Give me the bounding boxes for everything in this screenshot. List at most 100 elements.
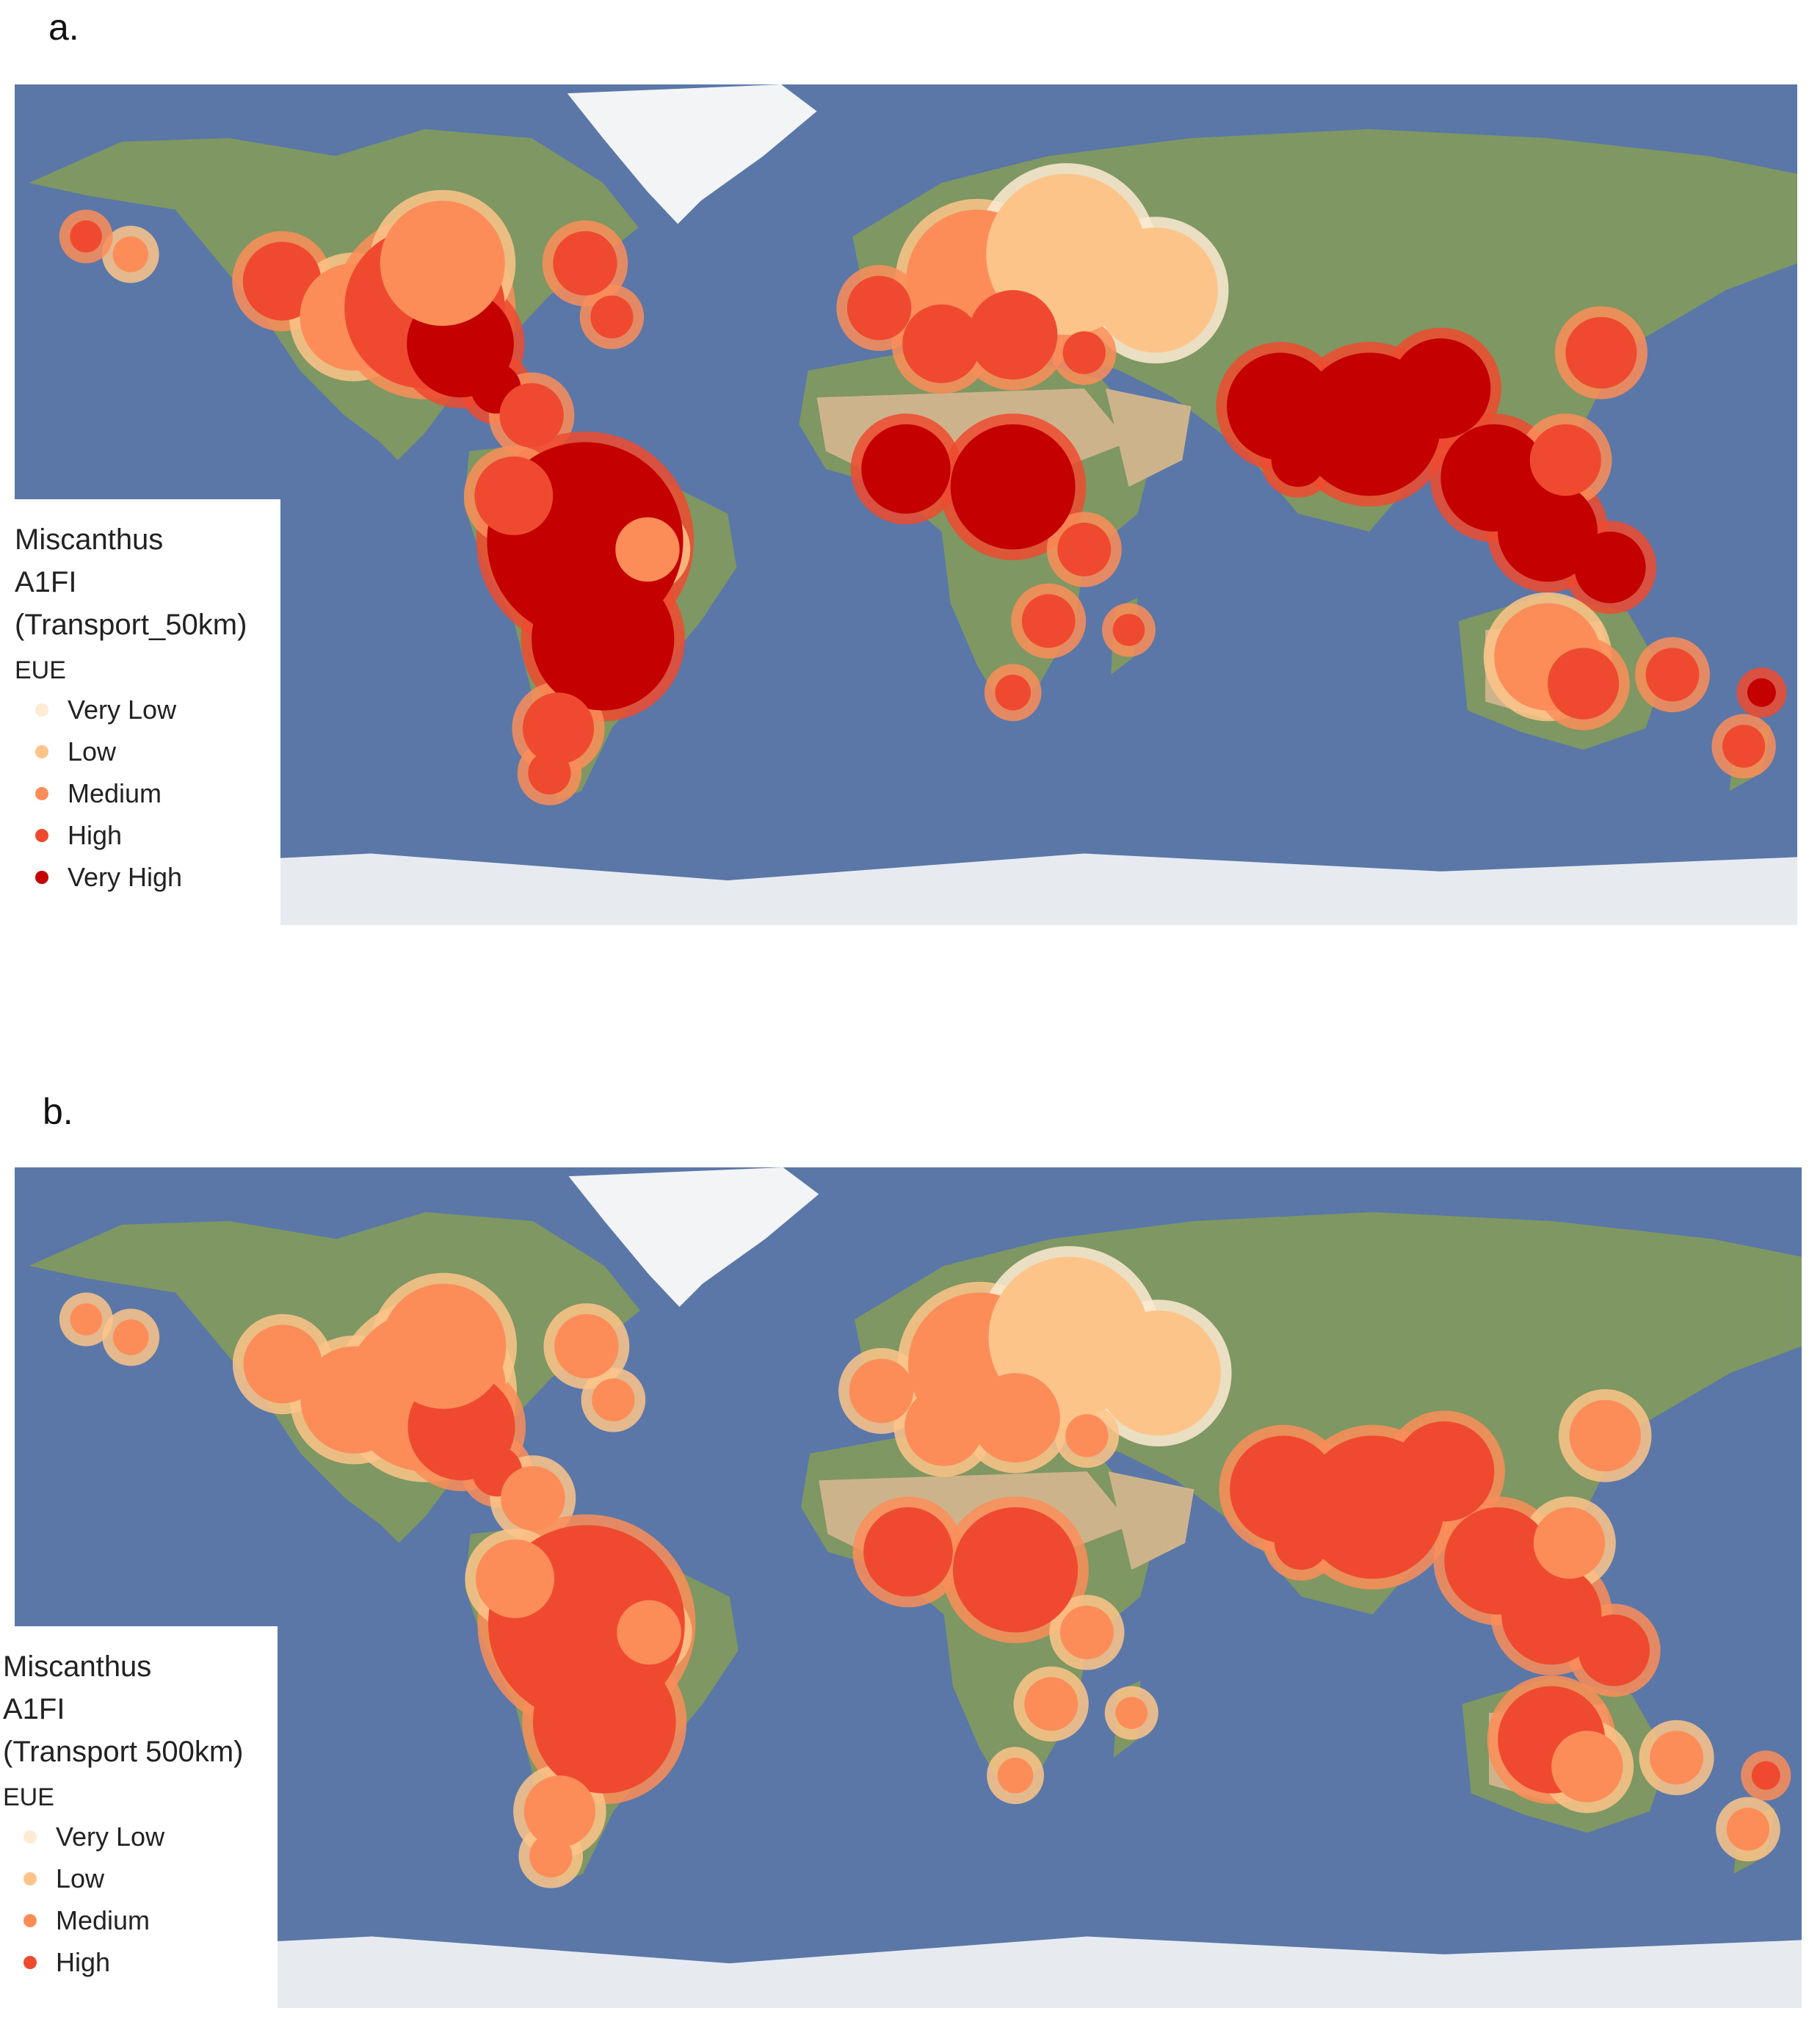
desert-region xyxy=(1108,1471,1194,1570)
eue-cluster xyxy=(1092,227,1218,353)
eue-cluster xyxy=(70,1303,103,1336)
eue-cluster xyxy=(528,751,571,795)
eue-cluster xyxy=(904,1387,984,1466)
legend-panel-a: Miscanthus A1FI (Transport_50km) EUE Ver… xyxy=(0,499,280,925)
eue-cluster xyxy=(1391,338,1491,439)
legend-swatch xyxy=(35,828,48,842)
eue-cluster xyxy=(1645,648,1700,702)
legend-title-1: Miscanthus xyxy=(15,523,164,556)
eue-cluster xyxy=(1551,1731,1623,1802)
legend-item: Medium xyxy=(3,1899,278,1941)
eue-cluster xyxy=(522,692,595,764)
legend-item: Low xyxy=(3,1858,278,1899)
eue-cluster xyxy=(474,456,554,535)
legend-item: Very Low xyxy=(15,689,280,731)
landmass-greenland xyxy=(567,84,817,225)
legend-swatch xyxy=(23,1913,37,1927)
panel-b-label: b. xyxy=(43,1091,73,1132)
legend-item-label: Low xyxy=(68,736,117,767)
eue-cluster xyxy=(997,1757,1034,1794)
map-panel-b xyxy=(15,1167,1802,2008)
eue-cluster xyxy=(501,1465,565,1531)
legend-swatch xyxy=(35,744,48,758)
legend-item-label: Very High xyxy=(68,861,183,892)
legend-item: High xyxy=(3,1941,278,1983)
eue-cluster xyxy=(112,236,149,272)
eue-cluster xyxy=(971,1373,1060,1463)
legend-item: Medium xyxy=(15,772,280,814)
legend-item: Very High xyxy=(15,856,280,898)
eue-cluster xyxy=(532,1650,676,1794)
legend-swatch xyxy=(23,1955,37,1969)
eue-cluster xyxy=(1227,352,1334,460)
legend-swatch xyxy=(35,703,48,717)
eue-cluster xyxy=(1650,1731,1704,1785)
eue-cluster xyxy=(592,1378,635,1421)
legend-title-3: (Transport 500km) xyxy=(3,1736,244,1768)
legend-items: Very Low Low Medium High xyxy=(3,1816,278,1983)
eue-cluster xyxy=(523,1775,596,1847)
eue-cluster xyxy=(1271,433,1325,488)
legend-item-label: Medium xyxy=(68,778,162,808)
eue-cluster xyxy=(242,242,322,321)
eue-cluster xyxy=(617,1600,681,1665)
eue-cluster xyxy=(554,1313,619,1379)
antarctica xyxy=(15,853,1797,925)
legend-swatch xyxy=(23,1871,37,1885)
eue-cluster xyxy=(1751,1761,1780,1790)
legend-swatch xyxy=(35,870,48,884)
legend-swatch xyxy=(35,786,48,800)
legend-swatch xyxy=(23,1830,37,1844)
eue-cluster xyxy=(1565,316,1637,389)
eue-cluster xyxy=(532,567,675,711)
eue-cluster xyxy=(615,517,680,582)
eue-cluster xyxy=(952,1507,1078,1633)
eue-cluster xyxy=(1230,1435,1338,1543)
landmass-greenland xyxy=(568,1167,819,1308)
legend-title-3: (Transport_50km) xyxy=(15,609,247,641)
eue-cluster xyxy=(950,424,1076,550)
eue-cluster xyxy=(1529,424,1601,496)
legend-item-label: Very Low xyxy=(56,1821,165,1852)
eue-cluster xyxy=(590,295,634,338)
legend-item-label: High xyxy=(68,819,123,850)
eue-cluster xyxy=(1024,1677,1078,1731)
eue-cluster xyxy=(1062,331,1106,374)
eue-cluster xyxy=(475,1539,555,1618)
legend-field: EUE xyxy=(3,1783,54,1811)
legend-item-label: Medium xyxy=(56,1905,151,1935)
eue-cluster xyxy=(1747,678,1776,707)
world-map-b xyxy=(15,1167,1802,2008)
panel-a-label: a. xyxy=(48,7,79,48)
eue-cluster xyxy=(1057,522,1112,576)
world-map-a xyxy=(15,84,1797,925)
legend-items: Very Low Low Medium High Very High xyxy=(15,689,280,898)
eue-cluster xyxy=(1274,1516,1328,1570)
eue-cluster xyxy=(1726,1808,1770,1851)
eue-cluster xyxy=(1095,1310,1221,1436)
eue-cluster xyxy=(1722,725,1766,768)
eue-cluster xyxy=(1115,1697,1148,1729)
eue-cluster xyxy=(846,275,912,341)
legend-item: Very Low xyxy=(3,1816,278,1858)
eue-cluster xyxy=(1021,594,1076,648)
eue-cluster xyxy=(529,1834,573,1878)
eue-cluster xyxy=(1065,1414,1109,1457)
eue-cluster xyxy=(1498,481,1598,582)
eue-cluster xyxy=(1574,532,1646,604)
eue-cluster xyxy=(70,220,102,253)
eue-cluster xyxy=(1578,1615,1650,1686)
eue-cluster xyxy=(112,1319,149,1355)
eue-cluster xyxy=(968,290,1058,380)
eue-cluster xyxy=(1112,614,1145,646)
legend-item-label: High xyxy=(56,1946,111,1977)
eue-cluster xyxy=(243,1324,322,1404)
eue-cluster xyxy=(995,674,1031,711)
antarctica xyxy=(15,1936,1802,2008)
eue-cluster xyxy=(902,304,981,383)
desert-region xyxy=(1105,388,1192,488)
legend-item-label: Low xyxy=(56,1863,105,1894)
eue-cluster xyxy=(380,1283,507,1409)
legend-item: High xyxy=(15,814,280,856)
eue-cluster xyxy=(553,231,617,296)
